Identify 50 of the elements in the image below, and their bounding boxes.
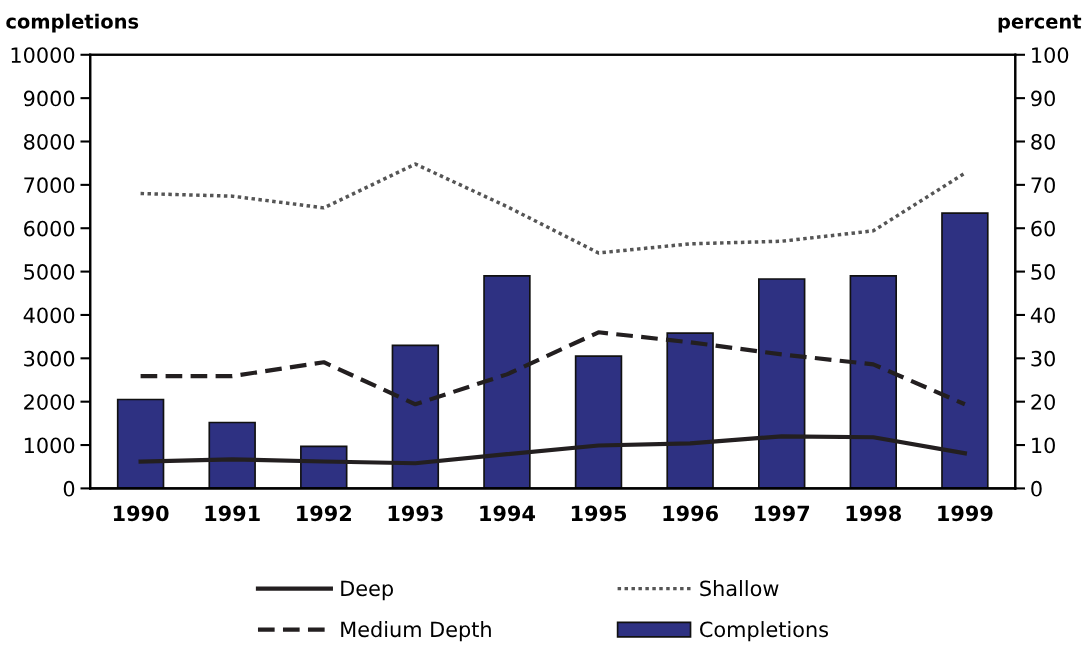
y-tick-label: 7000 <box>24 177 75 194</box>
bar <box>757 278 806 489</box>
y-tick-label: 10000 <box>11 47 75 63</box>
bar <box>941 212 989 489</box>
y2-tick-label: 50 <box>1031 264 1055 280</box>
legend-label: Medium Depth <box>341 621 491 642</box>
x-tick-label: 1995 <box>571 505 627 522</box>
bar <box>391 344 440 489</box>
legend-label: Deep <box>341 580 393 601</box>
y2-tick-label: 30 <box>1031 350 1055 367</box>
line-series <box>138 434 967 466</box>
y-tick-label: 1000 <box>24 437 75 454</box>
y2-tick-label: 40 <box>1030 307 1055 324</box>
y2-tick-label: 100 <box>1032 47 1069 63</box>
bar <box>208 421 256 489</box>
y-tick-label: 9000 <box>23 90 75 107</box>
legend-label: Completions <box>700 621 829 642</box>
bar <box>666 332 714 489</box>
y-tick-label: 2000 <box>24 394 75 410</box>
x-tick-label: 1994 <box>480 505 535 522</box>
bar <box>849 275 898 489</box>
x-tick-label: 1998 <box>846 505 901 522</box>
x-tick-label: 1999 <box>938 505 993 522</box>
y-tick-label: 4000 <box>23 307 75 324</box>
y-tick-label: 5000 <box>24 264 75 280</box>
y2-tick-label: 0 <box>1031 480 1042 497</box>
y2-tick-label: 60 <box>1031 220 1055 237</box>
bar <box>574 355 623 489</box>
line-series <box>138 330 967 407</box>
bar <box>483 275 531 489</box>
legend-label: Shallow <box>700 580 779 597</box>
y2-tick-label: 10 <box>1032 437 1055 454</box>
x-tick-label: 1992 <box>297 505 351 522</box>
y-axis-title: completions <box>6 13 139 33</box>
y2-tick-label: 20 <box>1031 394 1055 410</box>
x-tick-label: 1991 <box>205 505 260 522</box>
x-tick-label: 1997 <box>755 505 810 522</box>
bar <box>116 398 165 489</box>
y2-tick-label: 90 <box>1031 90 1055 107</box>
y-tick-label: 6000 <box>24 220 75 237</box>
y2-axis-title: percent <box>998 14 1082 33</box>
x-tick-label: 1996 <box>663 505 718 522</box>
line-series <box>138 162 967 255</box>
x-tick-label: 1990 <box>113 505 169 522</box>
y2-tick-label: 70 <box>1031 177 1055 194</box>
x-tick-label: 1993 <box>388 505 443 522</box>
y-tick-label: 0 <box>63 480 75 497</box>
y-tick-label: 8000 <box>24 133 75 150</box>
y2-tick-label: 80 <box>1031 133 1055 150</box>
y-tick-label: 3000 <box>24 350 75 367</box>
